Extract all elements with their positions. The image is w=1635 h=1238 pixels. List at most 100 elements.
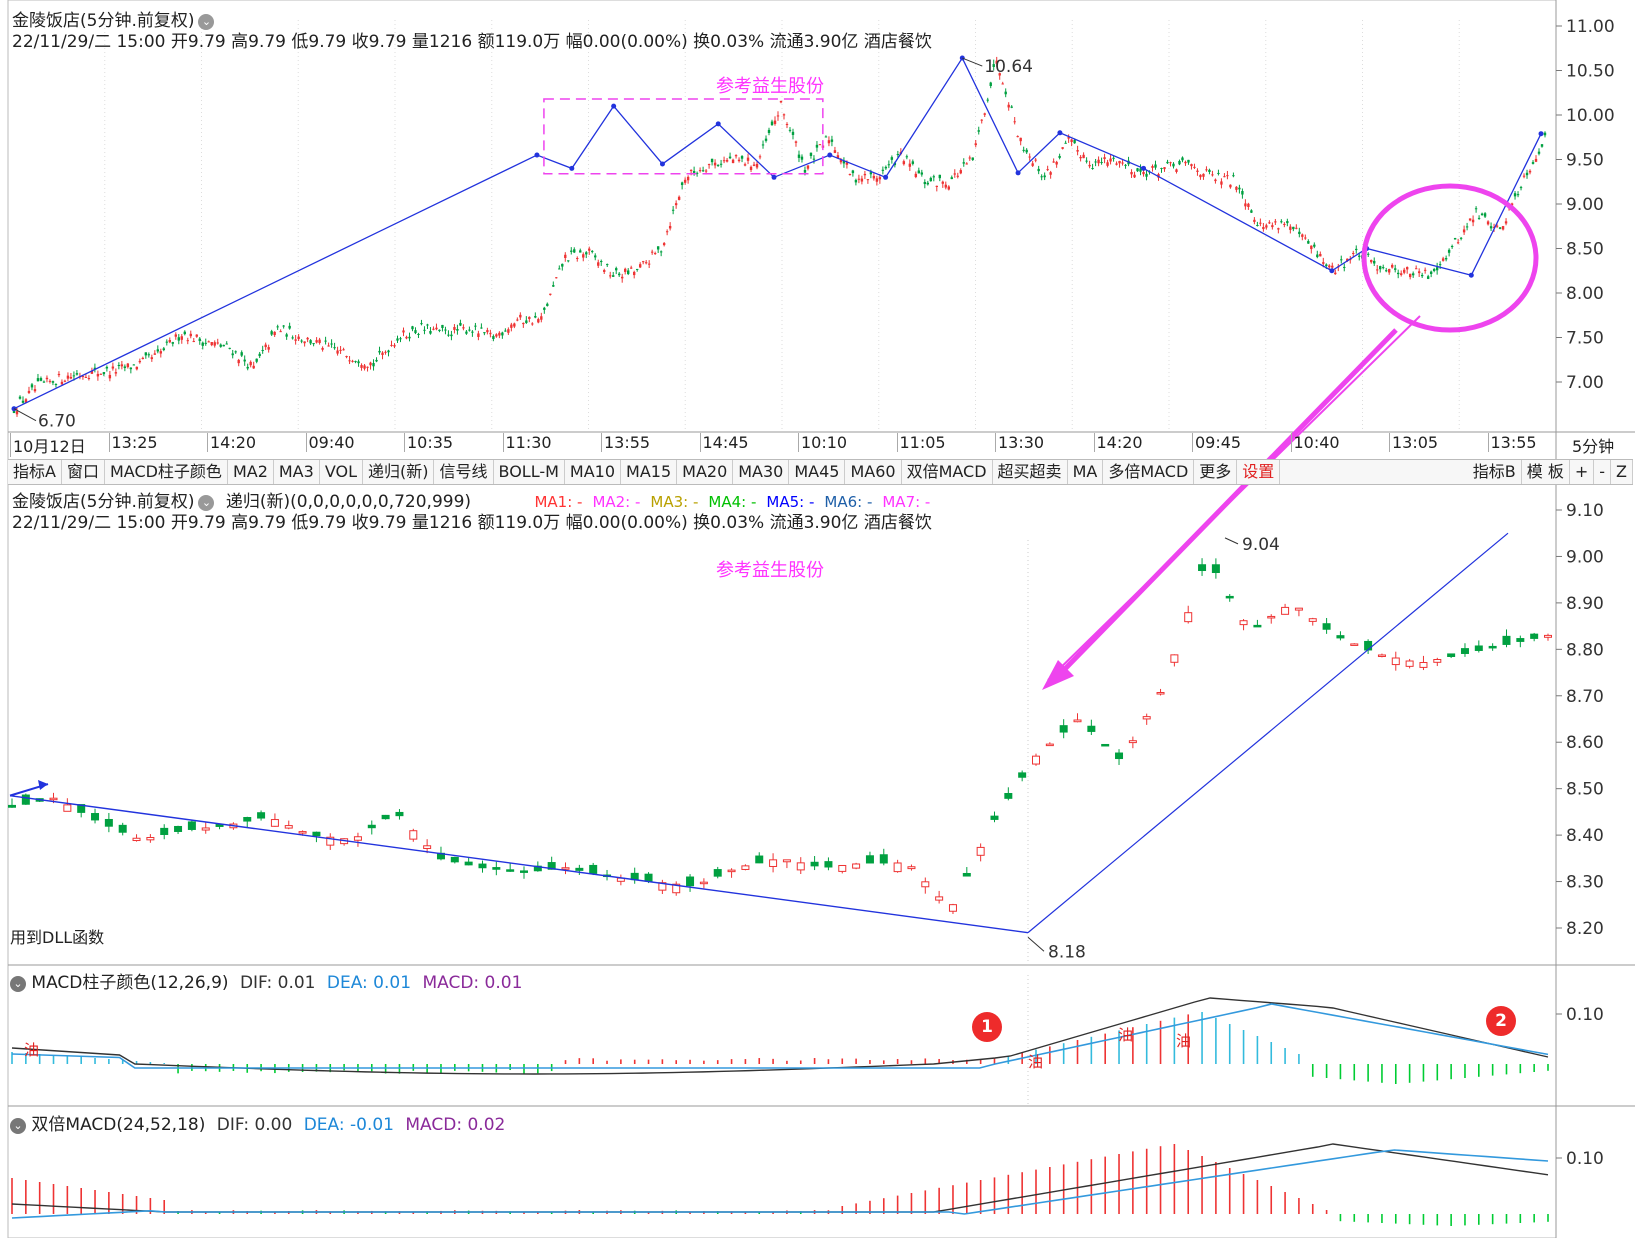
candle-body bbox=[522, 322, 525, 325]
toolbar-item[interactable]: MA10 bbox=[565, 460, 622, 484]
candle-body bbox=[1067, 137, 1070, 139]
toolbar-item[interactable]: 双倍MACD bbox=[902, 460, 993, 484]
candle-body bbox=[282, 325, 285, 327]
toolbar-item[interactable]: 递归(新) bbox=[363, 460, 435, 484]
toolbar-right-item[interactable]: - bbox=[1594, 460, 1612, 484]
toolbar-item[interactable]: MA45 bbox=[789, 460, 846, 484]
candle-body bbox=[1172, 163, 1175, 167]
toolbar-right-item[interactable]: Z bbox=[1611, 460, 1633, 484]
settings-button[interactable]: 设置 bbox=[1237, 460, 1281, 484]
toolbar-item[interactable]: MACD柱子颜色 bbox=[105, 460, 228, 484]
marker-badge-1: 1 bbox=[972, 1012, 1002, 1042]
toolbar-item[interactable]: MA60 bbox=[845, 460, 902, 484]
time-label: 09:40 bbox=[305, 433, 355, 452]
candle-body bbox=[18, 396, 22, 399]
candle-body bbox=[827, 140, 831, 144]
candle-body bbox=[809, 152, 813, 156]
chevron-down-icon[interactable]: ⌄ bbox=[10, 1118, 26, 1134]
candle-body bbox=[420, 323, 423, 325]
candle-body bbox=[1336, 635, 1345, 639]
candle-body bbox=[506, 869, 515, 872]
candle-body bbox=[21, 794, 30, 805]
candle-body bbox=[315, 340, 318, 343]
toolbar-item[interactable]: 多倍MACD bbox=[1103, 460, 1195, 484]
candle-body bbox=[1163, 167, 1166, 170]
candle-body bbox=[1031, 163, 1034, 166]
candle-body bbox=[201, 827, 210, 831]
candle-body bbox=[1468, 218, 1472, 221]
toolbar-item[interactable]: MA3 bbox=[274, 460, 320, 484]
price-tick-label: 10.00 bbox=[1566, 106, 1615, 126]
candle-body bbox=[884, 166, 888, 169]
candle-body bbox=[1453, 238, 1457, 240]
candle-body bbox=[776, 115, 780, 117]
candle-body bbox=[423, 845, 432, 849]
toolbar-right-item[interactable]: + bbox=[1570, 460, 1595, 484]
candle-body bbox=[141, 357, 145, 360]
toolbar-right-item[interactable]: 指标B bbox=[1468, 460, 1522, 484]
toolbar-item[interactable]: 更多 bbox=[1194, 460, 1238, 484]
candle-body bbox=[1268, 222, 1271, 224]
candle-body bbox=[977, 130, 980, 132]
toolbar-item[interactable]: MA20 bbox=[677, 460, 734, 484]
toolbar-item[interactable]: BOLL-M bbox=[494, 460, 565, 484]
candle-body bbox=[839, 159, 843, 163]
toolbar-item[interactable]: MA2 bbox=[228, 460, 274, 484]
candle-body bbox=[270, 331, 273, 335]
toolbar-item[interactable]: 超买超卖 bbox=[993, 460, 1068, 484]
candle-body bbox=[1070, 139, 1073, 143]
candle-body bbox=[414, 330, 417, 334]
toolbar-item[interactable]: MA bbox=[1068, 460, 1104, 484]
candle-body bbox=[887, 164, 891, 166]
toolbar-item[interactable]: 信号线 bbox=[434, 460, 494, 484]
toolbar-right-group: 指标B 模 板 + - Z bbox=[1468, 460, 1633, 484]
candle-body bbox=[851, 170, 855, 174]
candle-body bbox=[246, 366, 249, 369]
candle-body bbox=[1525, 172, 1529, 176]
candle-body bbox=[1295, 227, 1298, 229]
candle-body bbox=[297, 336, 300, 340]
candle-body bbox=[1101, 743, 1110, 747]
candle-body bbox=[324, 340, 327, 342]
toolbar-item[interactable]: VOL bbox=[320, 460, 363, 484]
chevron-down-icon[interactable]: ⌄ bbox=[198, 495, 215, 511]
chevron-down-icon[interactable]: ⌄ bbox=[10, 976, 26, 992]
candle-body bbox=[198, 338, 201, 342]
candle-body bbox=[1313, 244, 1316, 247]
chevron-down-icon[interactable]: ⌄ bbox=[198, 14, 215, 30]
toolbar-item[interactable]: MA30 bbox=[733, 460, 790, 484]
candle-body bbox=[962, 162, 965, 164]
candle-body bbox=[791, 131, 795, 135]
candle-body bbox=[249, 361, 252, 366]
candle-body bbox=[549, 293, 552, 295]
ma-legend-item: MA3: - bbox=[650, 493, 699, 511]
candle-body bbox=[150, 357, 154, 360]
candle-body bbox=[1190, 164, 1193, 167]
candle-body bbox=[1391, 657, 1400, 666]
time-label: 14:20 bbox=[207, 433, 256, 452]
candle-body bbox=[589, 864, 598, 874]
mid-price-tick-label: 8.40 bbox=[1566, 826, 1604, 846]
candle-body bbox=[146, 836, 155, 841]
candle-body bbox=[1340, 259, 1343, 261]
candle-body bbox=[504, 330, 507, 332]
toolbar-item[interactable]: 指标A bbox=[8, 460, 62, 484]
candle-body bbox=[914, 173, 918, 178]
candle-body bbox=[881, 169, 885, 171]
candle-body bbox=[1316, 254, 1319, 258]
candle-body bbox=[983, 113, 986, 115]
candle-body bbox=[1367, 253, 1370, 255]
candle-body bbox=[1202, 173, 1205, 177]
candle-body bbox=[207, 341, 210, 343]
period-label[interactable]: 5分钟 bbox=[1572, 437, 1615, 456]
candle-body bbox=[588, 248, 591, 251]
candle-body bbox=[704, 170, 708, 172]
toolbar-item[interactable]: 窗口 bbox=[62, 460, 105, 484]
toolbar-right-item[interactable]: 模 板 bbox=[1522, 460, 1570, 484]
toolbar-item[interactable]: MA15 bbox=[621, 460, 678, 484]
candle-body bbox=[674, 203, 678, 206]
candle-body bbox=[1175, 169, 1178, 172]
candle-body bbox=[860, 178, 864, 182]
candle-body bbox=[132, 364, 136, 366]
macd-dif: DIF: 0.01 bbox=[239, 973, 316, 993]
